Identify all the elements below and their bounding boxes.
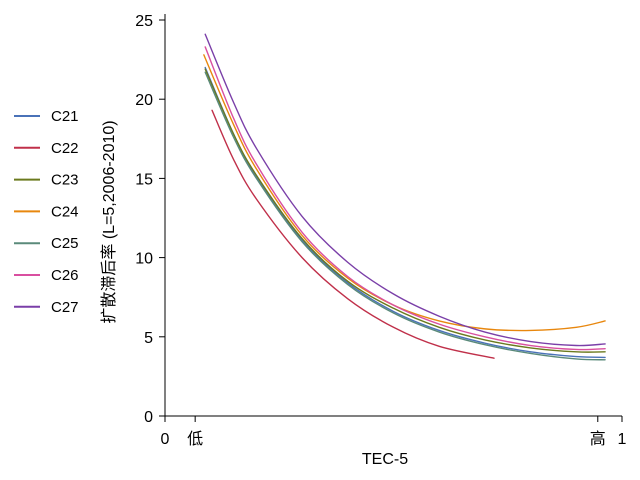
series-line-c27 <box>204 33 606 347</box>
series-line-c25 <box>204 71 606 361</box>
y-tick-label: 10 <box>135 251 153 268</box>
series-line-c22 <box>211 109 495 359</box>
series-line-c23 <box>204 68 606 353</box>
legend-label: C25 <box>51 235 79 252</box>
legend-item-c24: C24 <box>14 203 79 220</box>
y-axis-ticks: 0 5 10 15 20 25 <box>135 13 165 426</box>
y-tick-label: 5 <box>144 330 153 347</box>
legend-label: C22 <box>51 140 79 157</box>
legend-label: C24 <box>51 203 79 220</box>
legend-label: C26 <box>51 267 79 284</box>
legend-item-c25: C25 <box>14 235 79 252</box>
x-axis-label: TEC-5 <box>362 451 408 468</box>
legend-label: C21 <box>51 108 79 125</box>
series-line-c26 <box>204 46 606 351</box>
x-tick-label: 低 <box>187 430 203 448</box>
series-line-c24 <box>203 54 606 332</box>
legend-item-c23: C23 <box>14 172 79 189</box>
legend: C21 C22 C23 C24 C25 C26 C27 <box>14 108 79 316</box>
plot-series <box>203 33 606 361</box>
y-tick-label: 20 <box>135 92 153 109</box>
x-tick-label: 1 <box>618 431 627 448</box>
legend-item-c21: C21 <box>14 108 79 125</box>
y-tick-label: 15 <box>135 171 153 188</box>
legend-item-c26: C26 <box>14 267 79 284</box>
y-axis-label: 扩散滞后率 (L=5,2006-2010) <box>100 120 118 323</box>
x-tick-label: 高 <box>590 430 606 448</box>
x-tick-label: 0 <box>161 431 170 448</box>
legend-item-c27: C27 <box>14 299 79 316</box>
y-tick-label: 0 <box>144 409 153 426</box>
legend-label: C27 <box>51 299 79 316</box>
legend-label: C23 <box>51 172 79 189</box>
y-tick-label: 25 <box>135 13 153 30</box>
legend-item-c22: C22 <box>14 140 79 157</box>
